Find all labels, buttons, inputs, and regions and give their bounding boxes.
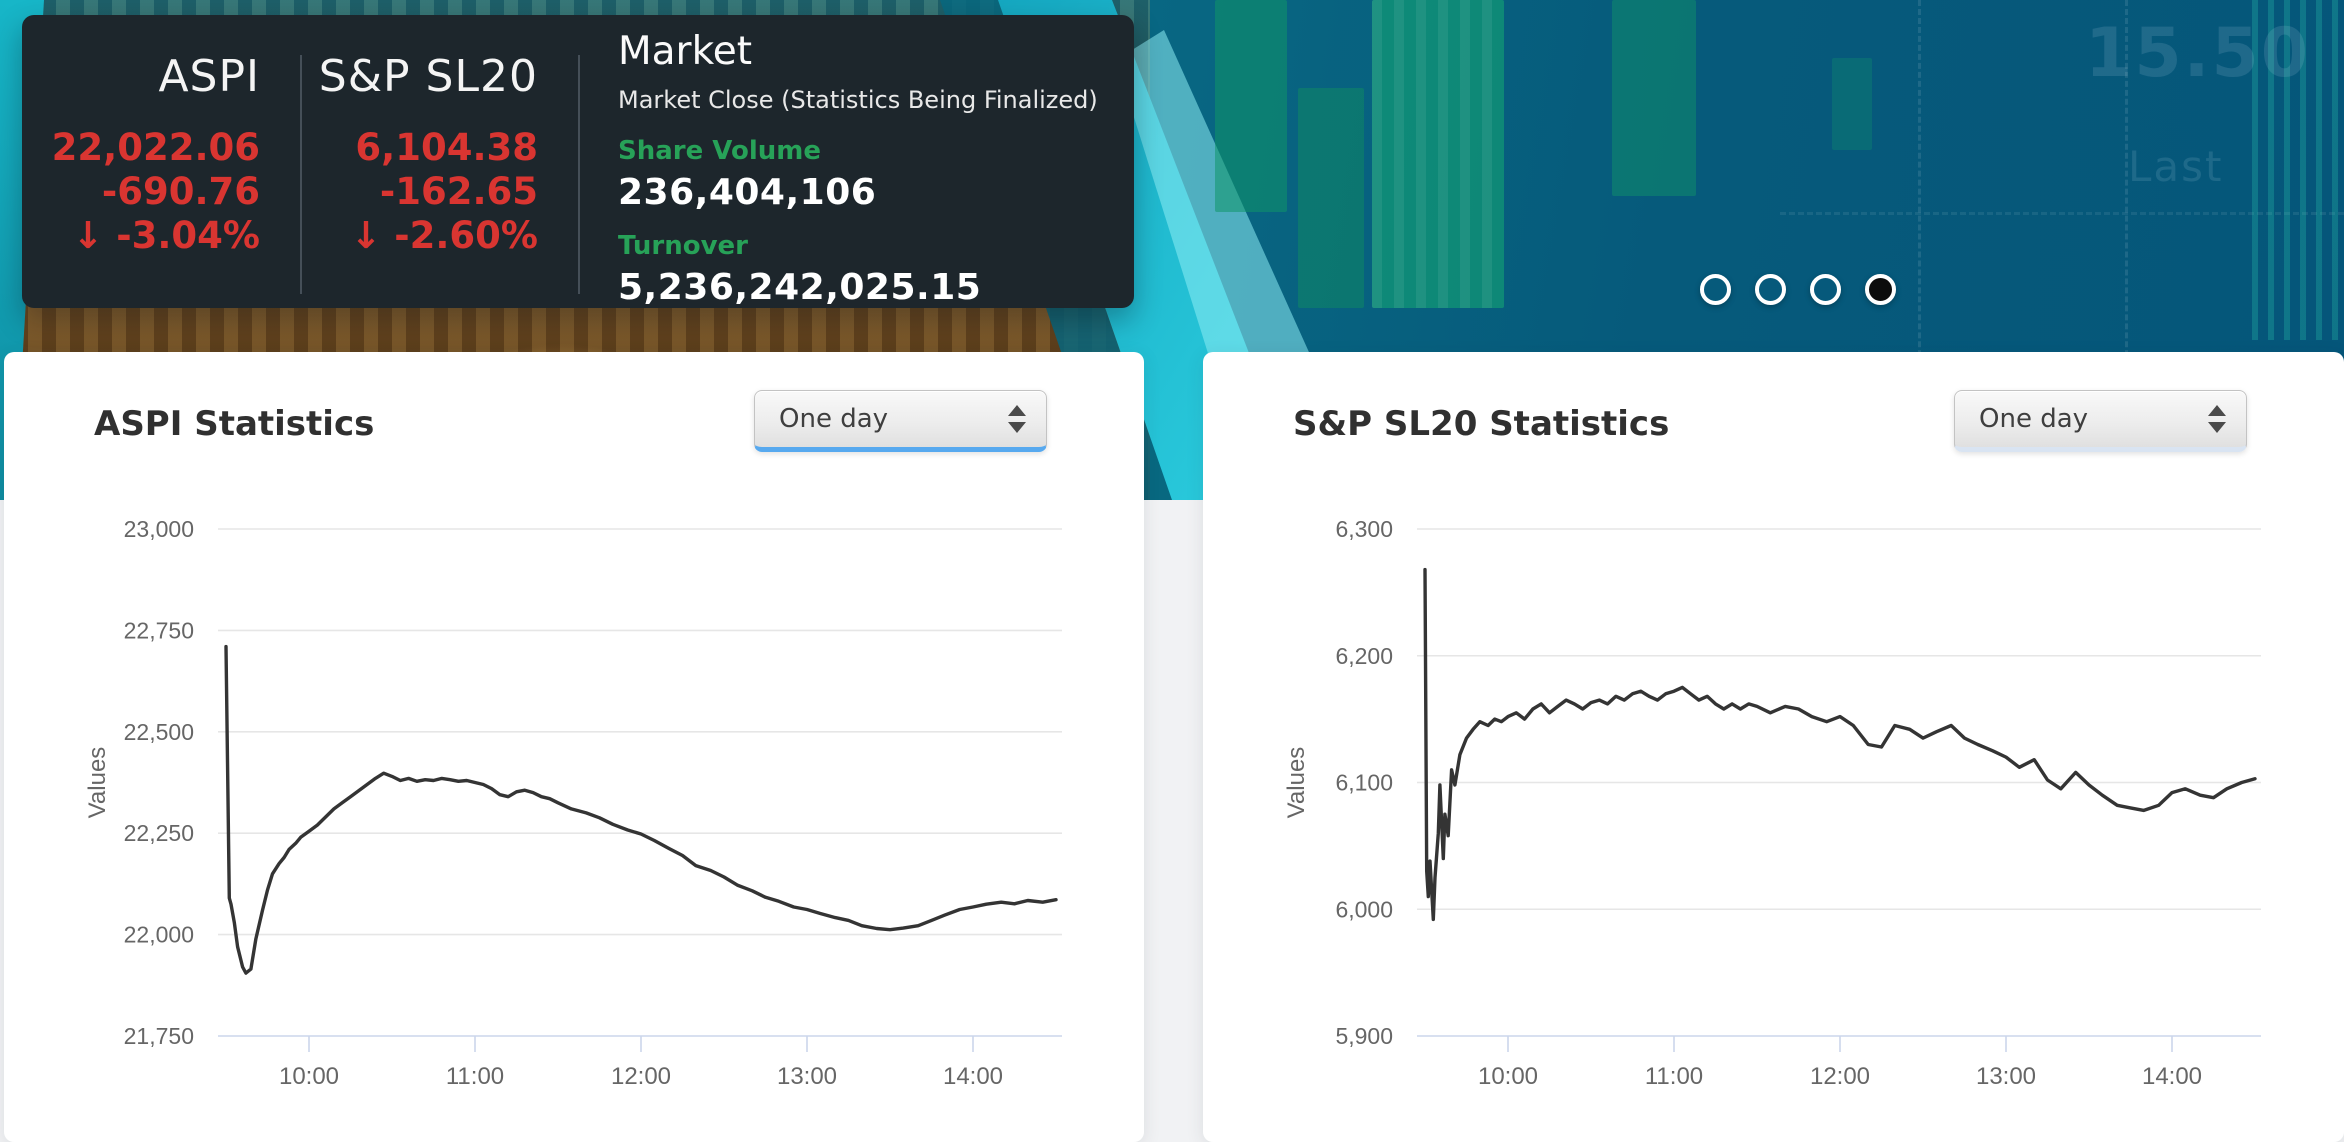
arrow-down-icon [1008, 422, 1026, 433]
svg-text:10:00: 10:00 [279, 1063, 339, 1090]
spsl20-change-percent: ↓ -2.60% [350, 214, 538, 257]
aspi-values: 22,022.06 -690.76 ↓ -3.04% [22, 126, 260, 258]
spsl20-card-title: S&P SL20 Statistics [1293, 404, 1670, 444]
market-status-column: Market Market Close (Statistics Being Fi… [580, 15, 1134, 308]
aspi-card-title: ASPI Statistics [94, 404, 375, 444]
turnover-label: Turnover [618, 231, 748, 261]
share-volume-label: Share Volume [618, 136, 821, 166]
dashed-gridline-vertical [2125, 0, 2128, 500]
aspi-line-chart: 21,750 22,000 22,250 22,500 22,750 23,000 10:0… [84, 516, 1062, 1090]
svg-text:14:00: 14:00 [943, 1063, 1003, 1090]
svg-text:6,200: 6,200 [1335, 643, 1393, 669]
turnover-value: 5,236,242,025.15 [618, 267, 982, 308]
svg-text:22,250: 22,250 [124, 820, 194, 846]
spsl20-range-select-value: One day [1979, 404, 2089, 434]
svg-text:12:00: 12:00 [611, 1063, 671, 1090]
candle-shape [1832, 58, 1872, 150]
svg-text:14:00: 14:00 [2142, 1063, 2202, 1090]
carousel-dots [1700, 274, 1896, 305]
svg-text:10:00: 10:00 [1478, 1063, 1538, 1090]
candle-shape [1215, 0, 1287, 212]
spsl20-range-select[interactable]: One day [1954, 390, 2247, 452]
carousel-dot-1[interactable] [1700, 274, 1731, 305]
spsl20-label: S&P SL20 [318, 51, 538, 102]
aspi-card-header: ASPI Statistics One day [4, 352, 1144, 492]
svg-text:11:00: 11:00 [446, 1063, 504, 1090]
svg-text:22,000: 22,000 [124, 922, 194, 948]
aspi-ticker-column: ASPI 22,022.06 -690.76 ↓ -3.04% [22, 15, 302, 308]
candlestick-background: 15.50 Last [1140, 0, 2344, 500]
column-divider [578, 55, 580, 294]
svg-text:6,100: 6,100 [1335, 770, 1393, 796]
arrow-down-icon [2208, 422, 2226, 433]
aspi-range-select[interactable]: One day [754, 390, 1047, 452]
spsl20-card-header: S&P SL20 Statistics One day [1203, 352, 2344, 492]
svg-text:22,500: 22,500 [124, 719, 194, 745]
svg-text:Values: Values [84, 747, 111, 819]
spsl20-values: 6,104.38 -162.65 ↓ -2.60% [302, 126, 538, 258]
spsl20-ticker-column: S&P SL20 6,104.38 -162.65 ↓ -2.60% [302, 15, 580, 308]
svg-text:5,900: 5,900 [1335, 1023, 1393, 1049]
dashed-gridline-horizontal [1780, 212, 2344, 215]
candle-shape [1298, 88, 1364, 308]
svg-text:13:00: 13:00 [1976, 1063, 2036, 1090]
watermark-last-label: Last [2128, 142, 2224, 191]
candle-shape [1612, 0, 1696, 196]
dashed-gridline-vertical [1918, 0, 1921, 500]
carousel-dot-4[interactable] [1865, 274, 1896, 305]
spsl20-value: 6,104.38 [355, 126, 538, 169]
spsl20-change: -162.65 [379, 170, 538, 213]
aspi-change-percent: ↓ -3.04% [72, 214, 260, 257]
select-stepper-icon [2208, 405, 2226, 433]
arrow-up-icon [1008, 405, 1026, 416]
column-divider [300, 55, 302, 294]
aspi-value: 22,022.06 [51, 126, 260, 169]
aspi-statistics-card: ASPI Statistics One day 21,750 22,000 22,2… [4, 352, 1144, 1142]
spsl20-statistics-card: S&P SL20 Statistics One day 5,900 6,000 6,… [1203, 352, 2344, 1142]
candle-shape [1372, 0, 1504, 308]
svg-text:22,750: 22,750 [124, 617, 194, 643]
share-volume-value: 236,404,106 [618, 172, 877, 213]
carousel-dot-2[interactable] [1755, 274, 1786, 305]
market-title: Market [618, 29, 753, 74]
aspi-label: ASPI [158, 51, 260, 102]
svg-text:11:00: 11:00 [1645, 1063, 1703, 1090]
svg-text:12:00: 12:00 [1810, 1063, 1870, 1090]
aspi-range-select-value: One day [779, 404, 889, 434]
carousel-dot-3[interactable] [1810, 274, 1841, 305]
aspi-change: -690.76 [101, 170, 260, 213]
market-summary-card: ASPI 22,022.06 -690.76 ↓ -3.04% S&P SL20… [22, 15, 1134, 308]
svg-text:6,000: 6,000 [1335, 896, 1393, 922]
spsl20-line-chart: 5,900 6,000 6,100 6,200 6,300 10:00 11:00 12:00… [1283, 516, 2261, 1090]
svg-text:23,000: 23,000 [124, 516, 194, 542]
svg-text:13:00: 13:00 [777, 1063, 837, 1090]
svg-text:Values: Values [1283, 747, 1310, 819]
watermark-price: 15.50 [2085, 14, 2311, 93]
select-stepper-icon [1008, 405, 1026, 433]
market-status-text: Market Close (Statistics Being Finalized… [618, 86, 1098, 114]
svg-text:21,750: 21,750 [124, 1023, 194, 1049]
ticker-stripes [2252, 0, 2344, 340]
arrow-up-icon [2208, 405, 2226, 416]
svg-text:6,300: 6,300 [1335, 516, 1393, 542]
